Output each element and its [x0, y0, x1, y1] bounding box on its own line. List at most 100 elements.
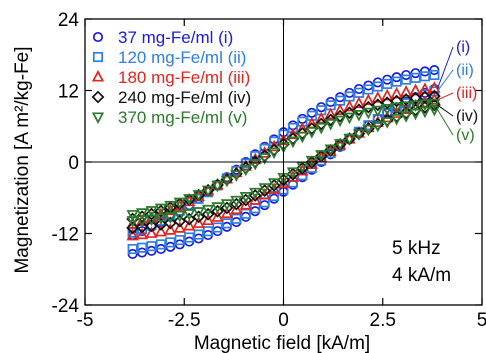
- x-tick-label: 2.5: [370, 310, 396, 331]
- data-point: [229, 197, 243, 211]
- data-point: [201, 207, 215, 221]
- data-point: [165, 237, 176, 248]
- data-point: [154, 204, 168, 218]
- data-point: [287, 122, 298, 133]
- plot-area: [126, 64, 441, 260]
- data-point: [211, 178, 224, 190]
- legend: 37 mg-Fe/ml (i)120 mg-Fe/ml (ii)180 mg-F…: [91, 28, 251, 127]
- x-axis-label: Magnetic field [kA/m]: [194, 333, 370, 353]
- y-axis-label: Magnetization [A m²/kg-Fe]: [12, 46, 33, 273]
- data-point: [249, 158, 262, 171]
- data-point: [343, 106, 356, 120]
- data-point: [409, 100, 422, 112]
- legend-marker: [91, 112, 105, 125]
- data-point: [192, 216, 205, 228]
- data-point: [231, 213, 242, 224]
- data-point: [343, 134, 356, 146]
- legend-label: 180 mg-Fe/ml (iii): [118, 68, 250, 87]
- data-point: [220, 206, 234, 219]
- data-point: [409, 91, 422, 105]
- data-point: [381, 104, 394, 116]
- data-point: [231, 216, 242, 228]
- data-point: [220, 171, 234, 184]
- data-point: [428, 98, 441, 111]
- end-tag-label: (ii): [456, 62, 474, 79]
- data-point: [126, 228, 139, 241]
- data-point: [295, 126, 309, 140]
- end-tag-label: (iv): [456, 108, 478, 125]
- annotation-line-1: 5 kHz: [392, 238, 441, 259]
- data-point: [325, 96, 336, 108]
- end-tag-label: (i): [456, 39, 470, 56]
- data-point: [333, 139, 347, 151]
- data-point: [193, 229, 204, 240]
- end-tag: (i): [436, 39, 470, 90]
- data-point: [314, 117, 328, 131]
- data-point: [399, 93, 413, 106]
- data-point: [183, 218, 196, 231]
- data-point: [239, 198, 252, 210]
- data-point: [240, 211, 251, 222]
- data-point: [154, 224, 168, 237]
- data-point: [390, 102, 403, 115]
- data-point: [419, 71, 430, 82]
- data-point: [137, 242, 148, 253]
- data-point: [267, 178, 281, 190]
- legend-label: 37 mg-Fe/ml (i): [118, 28, 233, 47]
- data-point: [184, 232, 195, 243]
- data-point: [324, 113, 338, 127]
- data-point: [220, 175, 234, 188]
- data-point: [192, 190, 205, 202]
- data-point: [173, 197, 186, 210]
- data-point: [390, 94, 404, 108]
- data-point: [212, 222, 223, 233]
- data-point: [267, 147, 281, 160]
- data-point: [296, 161, 309, 174]
- y-tick-label: 12: [58, 82, 79, 103]
- data-point: [211, 180, 224, 193]
- data-point: [418, 90, 432, 104]
- data-point: [343, 112, 356, 125]
- annotation-line-2: 4 kA/m: [392, 265, 451, 286]
- data-point: [239, 193, 253, 207]
- data-point: [155, 239, 166, 250]
- data-point: [372, 81, 383, 92]
- leader-line: [437, 92, 454, 101]
- data-point: [352, 103, 366, 117]
- end-tag-label: (iii): [456, 85, 477, 102]
- data-point: [211, 202, 224, 214]
- legend-entry: 180 mg-Fe/ml (iii): [91, 68, 250, 87]
- x-tick-label: 0: [278, 310, 289, 331]
- data-point: [126, 217, 139, 229]
- data-point: [428, 104, 441, 117]
- data-point: [427, 89, 441, 103]
- data-point: [127, 243, 138, 255]
- data-point: [258, 183, 271, 195]
- legend-entry: 120 mg-Fe/ml (ii): [92, 48, 246, 67]
- data-point: [324, 107, 337, 120]
- data-point: [418, 95, 432, 108]
- data-point: [220, 201, 234, 215]
- axes: -5 -2.5 0 2.5 5 -24 -12 0 12 24: [52, 10, 486, 331]
- data-point: [183, 194, 196, 206]
- data-point: [192, 207, 205, 219]
- data-point: [399, 101, 413, 113]
- data-point: [286, 167, 300, 179]
- data-point: [135, 227, 149, 240]
- data-point: [145, 207, 158, 221]
- data-point: [250, 206, 261, 217]
- data-point: [269, 193, 280, 204]
- data-point: [267, 178, 281, 192]
- data-point: [164, 200, 177, 213]
- data-point: [305, 155, 318, 168]
- data-point: [135, 220, 149, 234]
- data-point: [352, 126, 366, 138]
- data-point: [126, 216, 139, 228]
- data-point: [410, 72, 421, 83]
- data-point: [352, 96, 366, 109]
- data-point: [361, 100, 375, 114]
- data-point: [380, 96, 394, 110]
- data-point: [145, 206, 158, 218]
- data-point: [409, 83, 422, 96]
- x-tick-label: 5: [477, 310, 486, 331]
